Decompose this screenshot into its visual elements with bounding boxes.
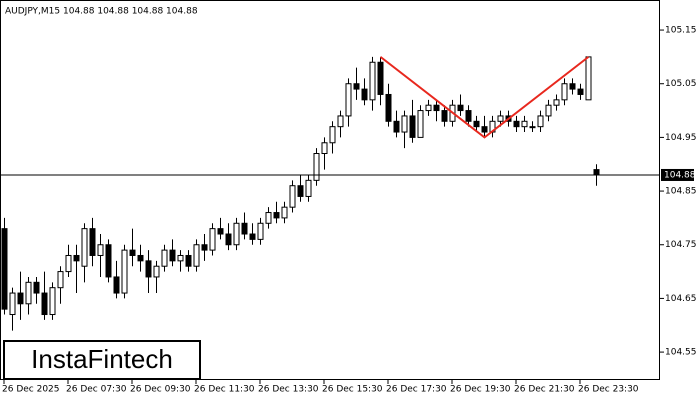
candle-body: [337, 115, 344, 128]
pattern-line: [379, 56, 590, 139]
candle-body: [41, 292, 48, 316]
candle-body: [561, 83, 568, 101]
candle-body: [273, 212, 280, 219]
candle-body: [241, 222, 248, 235]
candle-body: [497, 115, 504, 122]
candle-body: [225, 233, 232, 246]
candle-body: [537, 115, 544, 128]
candle-body: [209, 228, 216, 251]
candle-body: [89, 228, 96, 256]
x-tick-label: 26 Dec 2025: [2, 385, 60, 395]
candle-body: [593, 169, 600, 176]
x-tick-label: 26 Dec 07:30: [66, 385, 127, 395]
candle-body: [169, 249, 176, 262]
y-tick-label: 105.15: [665, 26, 697, 36]
y-tick-label: 104.75: [665, 240, 697, 250]
candle-body: [457, 104, 464, 112]
candle-body: [49, 287, 56, 316]
x-tick-label: 26 Dec 23:30: [578, 385, 639, 395]
x-tick-label: 26 Dec 09:30: [130, 385, 191, 395]
candle-body: [409, 115, 416, 138]
candle-body: [249, 233, 256, 240]
y-tick-label: 104.65: [665, 294, 697, 304]
candle-body: [441, 110, 448, 122]
candle-body: [57, 271, 64, 289]
candle-body: [17, 292, 24, 305]
candle-body: [329, 126, 336, 144]
candle-body: [9, 292, 16, 316]
candle-body: [25, 281, 32, 305]
candle-body: [297, 185, 304, 197]
candle-body: [185, 254, 192, 267]
candle-body: [425, 104, 432, 112]
candle-body: [97, 244, 104, 256]
candle-body: [265, 212, 272, 224]
current-price-box: [661, 168, 694, 181]
candle-body: [377, 61, 384, 95]
candle-body: [201, 244, 208, 251]
current-price-label: 104.88: [664, 170, 696, 180]
candle-body: [417, 110, 424, 138]
candle-body: [313, 153, 320, 181]
candle-body: [1, 228, 8, 310]
candle-body: [153, 265, 160, 278]
logo-box: [3, 340, 201, 380]
candle-body: [369, 61, 376, 101]
candle-body: [161, 249, 168, 267]
plot-frame: [0, 0, 660, 380]
candle-body: [465, 110, 472, 122]
candle-body: [145, 260, 152, 278]
logo: InstaFintech: [3, 340, 201, 380]
candle-body: [321, 142, 328, 155]
logo-text: InstaFintech: [31, 344, 173, 374]
candle-body: [281, 206, 288, 219]
x-tick-label: 26 Dec 15:30: [322, 385, 383, 395]
candle-body: [193, 244, 200, 267]
candle-body: [129, 249, 136, 256]
candle-body: [105, 244, 112, 278]
candle-body: [481, 126, 488, 133]
candle-body: [257, 222, 264, 240]
x-tick-label: 26 Dec 11:30: [194, 385, 255, 395]
candle-body: [177, 254, 184, 262]
candle-body: [473, 120, 480, 128]
candle-body: [81, 228, 88, 267]
chart-title: AUDJPY,M15 104.88 104.88 104.88 104.88: [5, 7, 198, 17]
candle-body: [433, 104, 440, 112]
candle-body: [217, 228, 224, 235]
x-tick-label: 26 Dec 19:30: [450, 385, 511, 395]
candle-body: [521, 120, 528, 128]
x-tick-label: 26 Dec 13:30: [258, 385, 319, 395]
candle-body: [137, 254, 144, 262]
y-tick-label: 104.55: [665, 348, 697, 358]
candle-body: [513, 120, 520, 128]
candle-body: [113, 276, 120, 294]
candle-body: [33, 281, 40, 294]
candle-body: [73, 254, 80, 262]
candle-body: [233, 222, 240, 246]
y-tick-label: 105.05: [665, 79, 697, 89]
candle-body: [529, 126, 536, 129]
candle-body: [65, 254, 72, 273]
candle-body: [353, 83, 360, 90]
y-tick-label: 104.95: [665, 133, 697, 143]
x-tick-label: 26 Dec 17:30: [386, 385, 447, 395]
candle-body: [305, 179, 312, 197]
candle-body: [553, 99, 560, 106]
candle-body: [385, 93, 392, 122]
candle-body: [361, 88, 368, 101]
candle-body: [393, 120, 400, 133]
candle-body: [401, 115, 408, 133]
y-tick-label: 104.85: [665, 187, 697, 197]
candle-body: [577, 88, 584, 95]
candle-body: [345, 83, 352, 117]
candle-body: [121, 249, 128, 294]
candle-body: [289, 185, 296, 208]
candle-body: [585, 56, 592, 101]
x-tick-label: 26 Dec 21:30: [514, 385, 575, 395]
candle-body: [569, 83, 576, 90]
candle-body: [545, 104, 552, 117]
